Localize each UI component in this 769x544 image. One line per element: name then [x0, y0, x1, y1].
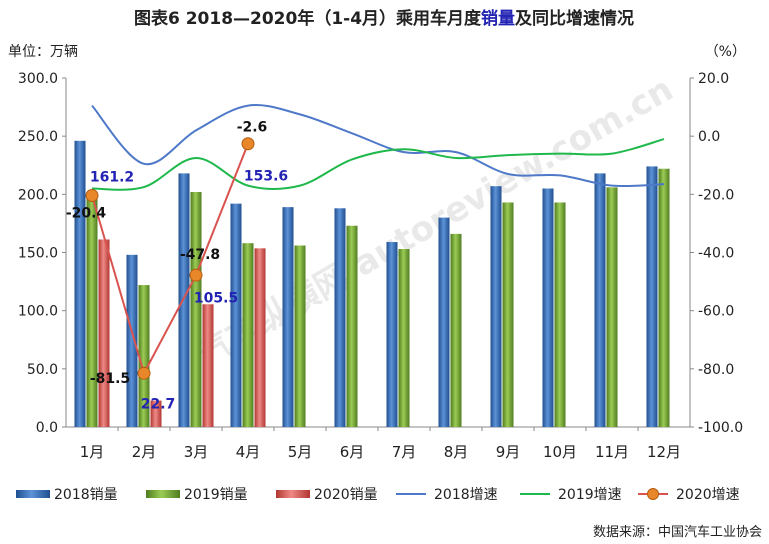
growth-value-label-2020: -47.8	[180, 247, 220, 263]
left-tick-label: 50.0	[27, 362, 58, 378]
bar-value-label-2020: 153.6	[244, 168, 288, 184]
left-tick-label: 0.0	[36, 420, 58, 436]
bar-value-label-2020: 22.7	[141, 397, 176, 413]
line-2019增速	[91, 138, 665, 191]
bar-2019销量	[606, 187, 618, 427]
right-axis-unit: （%）	[705, 44, 746, 60]
growth-value-label-2020: -81.5	[90, 371, 130, 387]
left-tick-label: 300.0	[18, 71, 58, 87]
x-category-label: 11月	[595, 443, 629, 461]
chart-title: 图表6 2018—2020年（1-4月）乘用车月度销量及同比增速情况	[134, 8, 634, 29]
chart-title-part-title_highlight: 销量	[481, 8, 515, 29]
x-category-label: 6月	[340, 443, 365, 461]
x-category-label: 8月	[444, 443, 469, 461]
right-tick-label: -80.0	[698, 362, 734, 378]
legend-label: 2018增速	[434, 487, 498, 503]
legend-label: 2020增速	[676, 487, 740, 503]
bar-2018销量	[386, 242, 398, 427]
marker-2020增速	[85, 188, 99, 202]
chart-title-part-title_suffix: 及同比增速情况	[515, 8, 634, 29]
bar-2019销量	[190, 192, 202, 427]
data-source-note: 数据来源：中国汽车工业协会	[593, 524, 762, 540]
x-category-label: 9月	[496, 443, 521, 461]
bar-2020销量	[98, 239, 110, 427]
bar-2018销量	[230, 203, 242, 427]
left-tick-label: 200.0	[18, 187, 58, 203]
bar-2019销量	[450, 233, 462, 427]
x-category-label: 10月	[543, 443, 577, 461]
marker-2020增速	[189, 268, 203, 282]
bar-2019销量	[346, 225, 358, 427]
bar-2019销量	[86, 192, 98, 427]
bar-2018销量	[178, 173, 190, 427]
legend-swatch	[16, 490, 50, 498]
x-category-label: 4月	[236, 443, 261, 461]
marker-2020增速	[241, 137, 255, 151]
bar-2019销量	[502, 202, 514, 427]
bar-2020销量	[254, 248, 266, 427]
bar-2018销量	[74, 140, 86, 427]
left-tick-label: 250.0	[18, 129, 58, 145]
right-tick-label: 20.0	[698, 71, 729, 87]
legend-label: 2019销量	[184, 487, 248, 503]
right-tick-label: -40.0	[698, 246, 734, 262]
growth-value-label-2020: -20.4	[66, 205, 107, 221]
bar-2018销量	[490, 186, 502, 427]
legend-swatch	[276, 490, 310, 498]
legend-label: 2020销量	[314, 487, 378, 503]
right-tick-label: 0.0	[698, 129, 720, 145]
left-tick-label: 150.0	[18, 246, 58, 262]
legend-label: 2018销量	[54, 487, 118, 503]
marker-2020增速	[137, 366, 151, 380]
right-tick-label: -20.0	[698, 187, 734, 203]
bar-2020销量	[150, 400, 162, 427]
legend-label: 2019增速	[558, 487, 622, 503]
bar-2018销量	[438, 217, 450, 427]
line-2020增速	[91, 143, 249, 376]
x-category-label: 7月	[392, 443, 417, 461]
bar-value-label-2020: 161.2	[90, 169, 134, 185]
bar-2018销量	[646, 166, 658, 427]
chart-title-part-title_main: 2018—2020年（1-4月）乘用车月度	[186, 8, 482, 29]
left-axis-unit: 单位：万辆	[8, 44, 78, 60]
bar-2019销量	[242, 243, 254, 427]
x-category-label: 12月	[647, 443, 681, 461]
legend-swatch	[146, 490, 180, 498]
bar-value-label-2020: 105.5	[194, 290, 238, 306]
bar-2019销量	[294, 245, 306, 427]
bar-2019销量	[554, 202, 566, 427]
x-category-label: 5月	[288, 443, 313, 461]
bar-2019销量	[658, 168, 670, 428]
line-2018增速	[91, 104, 665, 188]
x-category-label: 3月	[184, 443, 209, 461]
left-tick-label: 100.0	[18, 304, 58, 320]
bar-2018销量	[126, 254, 138, 427]
right-tick-label: -60.0	[698, 304, 734, 320]
bar-2019销量	[398, 249, 410, 427]
x-category-label: 2月	[132, 443, 157, 461]
bar-2018销量	[282, 207, 294, 427]
bar-2019销量	[138, 285, 150, 427]
bar-2018销量	[542, 188, 554, 427]
x-category-label: 1月	[80, 443, 105, 461]
chart-title-part-title_prefix: 图表6	[134, 8, 186, 29]
legend-marker	[647, 488, 659, 500]
right-tick-label: -100.0	[698, 420, 743, 436]
bar-2020销量	[202, 304, 214, 427]
bar-2018销量	[334, 208, 346, 427]
bar-2018销量	[594, 173, 606, 427]
growth-value-label-2020: -2.6	[237, 120, 268, 136]
